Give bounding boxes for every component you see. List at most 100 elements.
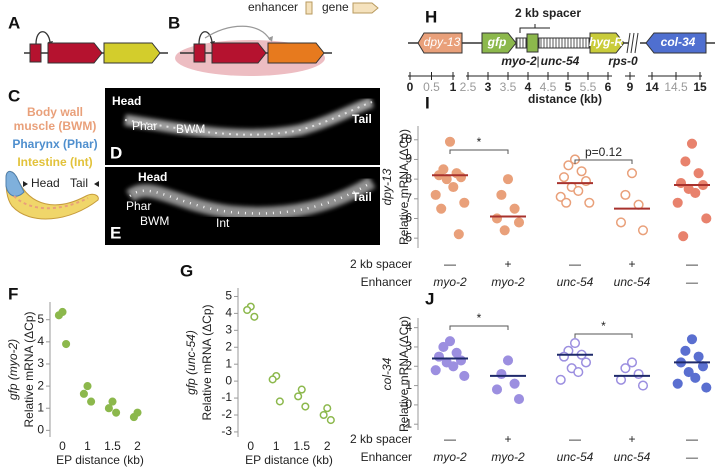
- data-point: [108, 397, 117, 406]
- micrograph-e: Head Tail Phar BWM Int E: [105, 167, 380, 245]
- data-point: [268, 375, 277, 384]
- y-tick-label: 0: [37, 423, 44, 437]
- x-tick-label: 0: [59, 439, 66, 453]
- x-axis-label: EP distance (kb): [56, 453, 144, 467]
- panel-label: C: [8, 86, 20, 105]
- data-point: [459, 370, 470, 381]
- tissue-label: muscle (BWM): [14, 119, 97, 133]
- data-point: [326, 416, 335, 425]
- y-axis-label: col-34: [380, 357, 394, 390]
- y-tick-label: 4: [405, 320, 412, 334]
- data-point: [448, 361, 459, 372]
- panel-label: I: [425, 93, 430, 112]
- significance-label: *: [477, 135, 482, 149]
- data-point: [573, 367, 584, 378]
- y-tick-label: 2: [225, 339, 232, 353]
- panel-label: A: [8, 13, 20, 32]
- data-point: [79, 389, 88, 398]
- scale-tick-label: 4.5: [540, 80, 557, 94]
- y-axis-label: gfp (myo-2): [6, 339, 20, 400]
- data-point: [491, 384, 503, 395]
- spacer-label: —: [686, 257, 698, 271]
- y-axis-label: Relative mRNA (ΔCp): [397, 316, 411, 432]
- significance-bracket: [574, 159, 633, 164]
- data-point: [453, 229, 464, 240]
- data-point: [580, 176, 592, 187]
- legend: enhancer gene: [248, 0, 379, 15]
- data-point: [690, 187, 701, 198]
- data-point: [444, 136, 456, 147]
- y-tick-label: -3: [221, 424, 232, 438]
- tissue-label: Body wall: [27, 105, 83, 119]
- scale-tick-label: 2.5: [460, 80, 477, 94]
- head-label: Head: [31, 176, 60, 190]
- y-tick-label: 5: [405, 230, 412, 244]
- data-point: [129, 413, 138, 422]
- x-tick-label: 1.5: [293, 439, 310, 453]
- data-point: [576, 166, 587, 177]
- row-label: 2 kb spacer: [350, 432, 412, 446]
- data-point: [323, 404, 332, 413]
- data-point: [558, 351, 570, 362]
- scale-tick-label: 4: [525, 80, 532, 94]
- data-point: [301, 402, 310, 411]
- data-point: [569, 338, 581, 349]
- scale-tick-label: 9: [627, 80, 634, 94]
- y-tick-label: 0: [405, 397, 412, 411]
- marker-label: Int: [216, 216, 230, 230]
- significance-label: p=0.12: [585, 145, 622, 159]
- element-label: rps-0: [608, 54, 638, 68]
- data-point: [678, 231, 689, 242]
- spacer-label: +: [628, 432, 635, 446]
- spacer-label: 2 kb spacer: [515, 6, 581, 20]
- data-point: [637, 225, 649, 236]
- head-label: Head: [138, 170, 167, 184]
- x-tick-label: 2: [134, 439, 141, 453]
- scale-tick-label: 3.5: [500, 80, 517, 94]
- data-point: [87, 397, 96, 406]
- significance-label: *: [477, 311, 482, 325]
- head-label: Head: [112, 94, 141, 108]
- data-point: [675, 178, 687, 189]
- data-point: [319, 410, 328, 420]
- spacer-label: —: [444, 257, 456, 271]
- tail-label: Tail: [352, 112, 372, 126]
- enhancer-label: myo-2: [491, 275, 525, 289]
- data-point: [563, 160, 574, 171]
- enhancer-label: unc-54: [614, 450, 651, 464]
- data-point: [513, 217, 525, 228]
- y-axis-label: Relative mRNA (ΔCp): [22, 311, 36, 427]
- x-tick-label: 1.5: [104, 439, 121, 453]
- y-tick-label: 5: [225, 289, 232, 303]
- diagram-c: Body wall muscle (BWM) Pharynx (Phar) In…: [5, 105, 99, 220]
- data-point: [558, 172, 570, 183]
- element-label: unc-54: [541, 54, 580, 68]
- gene-label: dpy-13: [424, 35, 461, 49]
- enhancer-label: myo-2: [491, 450, 525, 464]
- x-tick-label: 1: [84, 439, 91, 453]
- y-tick-label: 9: [405, 152, 412, 166]
- data-point: [430, 189, 441, 200]
- legend-enhancer: enhancer: [248, 0, 298, 14]
- scale-tick-label: 5.5: [580, 80, 597, 94]
- y-tick-label: 3: [225, 323, 232, 337]
- diagram-a: [24, 31, 168, 64]
- data-point: [275, 397, 284, 406]
- y-tick-label: 5: [37, 312, 44, 326]
- scale-tick-label: 5: [565, 80, 572, 94]
- significance-bracket: [449, 149, 509, 154]
- tissue-label: Intestine (Int): [17, 155, 92, 169]
- gene-label: hyg-R: [589, 35, 623, 49]
- scale-tick-label: 15: [693, 80, 707, 94]
- element-label: |: [536, 54, 539, 68]
- enhancer-label: —: [685, 275, 699, 289]
- panel-label: B: [168, 13, 180, 32]
- data-point: [620, 363, 631, 374]
- scale-tick-label: 6: [605, 80, 612, 94]
- y-tick-label: 8: [405, 171, 412, 185]
- legend-enhancer-swatch: [305, 1, 313, 15]
- data-point: [620, 189, 631, 200]
- data-point: [436, 203, 447, 214]
- data-point: [615, 217, 627, 228]
